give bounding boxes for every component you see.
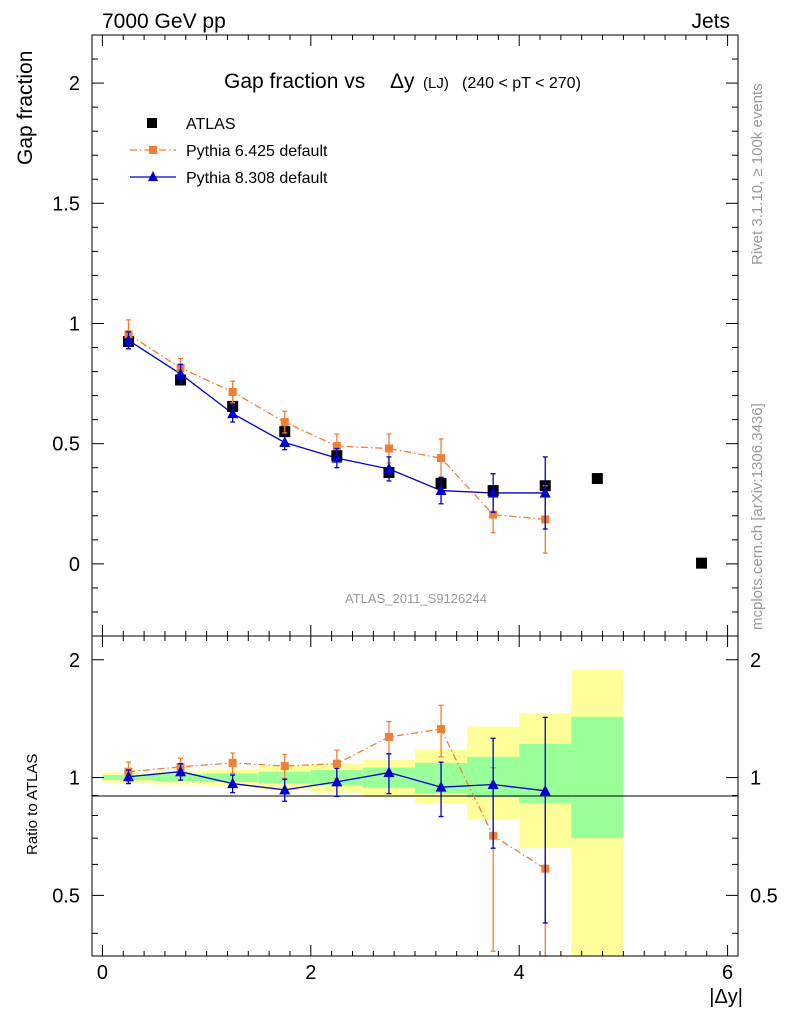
ratio-y-tick-label: 0.5 [52, 885, 80, 907]
ratio-y-tick-label-right: 2 [750, 650, 761, 672]
ratio-pythia8-point [331, 775, 343, 787]
ratio-pythia8-point [487, 778, 499, 790]
pythia6-point [384, 444, 393, 453]
pythia8-point [175, 367, 187, 379]
pythia8-point [331, 452, 343, 463]
pythia8-line [128, 339, 546, 494]
ratio-pythia8-point [539, 784, 551, 796]
ratio-data-layer [122, 704, 551, 957]
plot-title-symbol: Δy [390, 70, 415, 93]
mcplots-label: mcplots.cern.ch [arXiv:1306.3436] [749, 403, 766, 630]
x-axis-label: |Δy| [709, 986, 743, 1008]
process-label: Jets [691, 10, 730, 33]
main-y-tick-label: 1 [69, 313, 80, 335]
x-tick-label: 6 [722, 962, 733, 984]
ratio-axis-ticks: 0.5 0.5 1 1 2 2 0 2 4 6 [52, 636, 778, 984]
ratio-pythia6-point [228, 758, 237, 767]
ratio-y-tick-label-right: 1 [750, 768, 761, 790]
legend: ATLAS Pythia 6.425 default Pythia 8.308 … [130, 116, 328, 187]
analysis-label: ATLAS_2011_S9126244 [345, 591, 487, 606]
main-panel: 0 0.5 1 1.5 2 Gap fraction Gap fraction vs Δ… [14, 34, 739, 637]
ratio-y-tick-label: 1 [69, 768, 80, 790]
ratio-pythia6-point [437, 725, 446, 734]
pythia8-point [435, 484, 447, 496]
ratio-pythia8-point [175, 765, 187, 777]
main-y-tick-label: 2 [69, 73, 80, 95]
ratio-panel: 0.5 0.5 1 1 2 2 0 2 4 6 Ratio to ATLAS |Δy| [24, 635, 778, 1008]
uncertainty-band-inner [571, 716, 624, 839]
ratio-pythia6-point [384, 732, 393, 741]
pythia8-point [279, 436, 291, 447]
x-tick-label: 4 [514, 962, 525, 984]
pythia6-point [489, 510, 498, 519]
main-y-tick-label: 0.5 [52, 434, 80, 456]
main-y-tick-label: 0 [69, 554, 80, 576]
pythia6-point [280, 418, 289, 427]
legend-label-atlas: ATLAS [186, 116, 236, 133]
main-axis-ticks: 0 0.5 1 1.5 2 [52, 34, 738, 637]
ratio-y-axis-label: Ratio to ATLAS [24, 754, 41, 855]
plot-title-text: Gap fraction vs [224, 70, 365, 93]
ratio-y-tick-label: 2 [69, 650, 80, 672]
ratio-pythia8-point [122, 770, 134, 782]
x-tick-label: 2 [305, 962, 316, 984]
y-axis-label: Gap fraction [14, 51, 37, 165]
pythia8-point [487, 486, 499, 498]
pythia6-point [228, 387, 237, 396]
pythia8-point [122, 334, 134, 345]
plot-title-range: (240 < pT < 270) [462, 75, 581, 92]
pythia6-point [332, 442, 341, 451]
pythia8-point [539, 486, 551, 498]
ratio-y-tick-label-right: 0.5 [750, 885, 778, 907]
plot-title-sub: (LJ) [423, 75, 449, 92]
atlas-point [591, 473, 603, 485]
ratio-pythia8-point [435, 781, 447, 792]
pythia8-point [227, 407, 239, 419]
plot-title: Gap fraction vs Δy (LJ) (240 < pT < 270) [224, 70, 581, 93]
legend-label-pythia6: Pythia 6.425 default [186, 143, 328, 160]
ratio-pythia8-point [383, 766, 395, 778]
pythia8-point [383, 462, 395, 474]
pythia6-line [128, 333, 546, 521]
energy-label: 7000 GeV pp [102, 10, 226, 33]
legend-label-pythia8: Pythia 8.308 default [186, 170, 328, 187]
main-y-tick-label: 1.5 [52, 193, 80, 215]
ratio-pythia6-point [332, 759, 341, 768]
main-data-layer [122, 319, 708, 569]
ratio-pythia8-point [279, 783, 291, 795]
legend-marker-pythia6 [149, 146, 157, 154]
ratio-pythia6-point [280, 762, 289, 771]
rivet-version-label: Rivet 3.1.10, ≥ 100k events [749, 83, 766, 265]
legend-marker-atlas [147, 118, 157, 128]
legend-marker-pythia8 [148, 171, 158, 181]
atlas-point [696, 557, 708, 569]
x-tick-label: 0 [97, 962, 108, 984]
ratio-pythia8-point [227, 777, 239, 789]
pythia6-point [437, 454, 446, 463]
